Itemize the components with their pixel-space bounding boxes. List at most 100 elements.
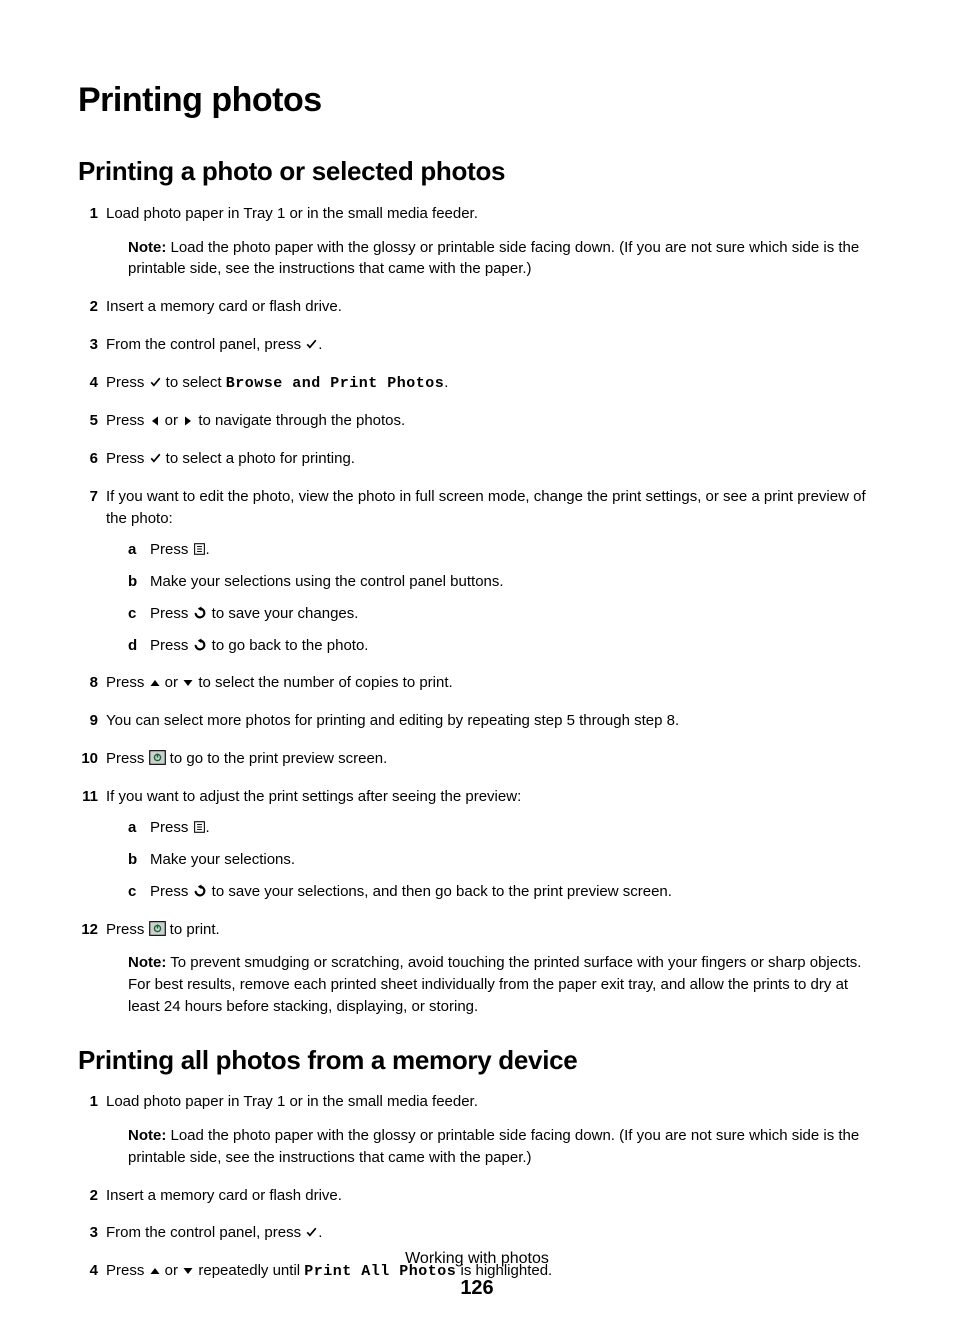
note-text: To prevent smudging or scratching, avoid… — [128, 954, 861, 1015]
substep-c: c Press to save your changes. — [128, 603, 876, 625]
step-text-pre: Press — [106, 674, 149, 691]
step-text: If you want to edit the photo, view the … — [106, 488, 866, 527]
substep-pre: Press — [150, 883, 193, 900]
menu-icon — [193, 820, 206, 834]
substep-pre: Press — [150, 637, 193, 654]
step-num: 10 — [78, 748, 106, 770]
up-arrow-icon — [149, 677, 161, 689]
step-1: 1 Load photo paper in Tray 1 or in the s… — [78, 203, 876, 280]
substep-post: to go back to the photo. — [208, 637, 369, 654]
substep-text: Make your selections using the control p… — [150, 573, 504, 590]
note-label: Note: — [128, 954, 166, 971]
step-text: Insert a memory card or flash drive. — [106, 1187, 342, 1204]
step-text-pre: From the control panel, press — [106, 1224, 305, 1241]
step-text-pre: Press — [106, 374, 149, 391]
step-text-post: to select a photo for printing. — [162, 450, 355, 467]
substep-letter: b — [128, 849, 150, 871]
substep-post: . — [206, 819, 210, 836]
substep-b: b Make your selections. — [128, 849, 876, 871]
step-12: 12 Press to print. Note: To prevent smud… — [78, 919, 876, 1018]
step-text: You can select more photos for printing … — [106, 712, 679, 729]
step-text-post: to print. — [166, 921, 220, 938]
step-7: 7 If you want to edit the photo, view th… — [78, 486, 876, 657]
step-text-mid: to select — [162, 374, 226, 391]
step-num: 7 — [78, 486, 106, 657]
substep-post: to save your selections, and then go bac… — [208, 883, 672, 900]
check-icon — [305, 338, 318, 351]
section2-title: Printing all photos from a memory device — [78, 1042, 876, 1080]
step-text-post: . — [444, 374, 448, 391]
footer-chapter: Working with photos — [0, 1247, 954, 1270]
s2-step-3: 3 From the control panel, press . — [78, 1222, 876, 1244]
step-num: 9 — [78, 710, 106, 732]
step-6: 6 Press to select a photo for printing. — [78, 448, 876, 470]
substep-text: Make your selections. — [150, 851, 295, 868]
step-text-post: to go to the print preview screen. — [166, 750, 388, 767]
check-icon — [305, 1226, 318, 1239]
note-label: Note: — [128, 239, 166, 256]
back-icon — [193, 638, 208, 652]
step-text: Insert a memory card or flash drive. — [106, 298, 342, 315]
step-3: 3 From the control panel, press . — [78, 334, 876, 356]
note: Note: Load the photo paper with the glos… — [128, 1125, 876, 1169]
check-icon — [149, 376, 162, 389]
step-text: Load photo paper in Tray 1 or in the sma… — [106, 1093, 478, 1110]
substep-letter: a — [128, 817, 150, 839]
step-text-pre: From the control panel, press — [106, 336, 305, 353]
substep-a: a Press . — [128, 539, 876, 561]
step-num: 3 — [78, 1222, 106, 1244]
step-text-pre: Press — [106, 412, 149, 429]
substep-post: . — [206, 541, 210, 558]
s2-step-1: 1 Load photo paper in Tray 1 or in the s… — [78, 1091, 876, 1168]
step-text-pre: Press — [106, 921, 149, 938]
back-icon — [193, 606, 208, 620]
step-text-post: . — [318, 1224, 322, 1241]
step-10: 10 Press to go to the print preview scre… — [78, 748, 876, 770]
substep-pre: Press — [150, 605, 193, 622]
footer-page-number: 126 — [0, 1274, 954, 1303]
substep-letter: c — [128, 881, 150, 903]
step-num: 2 — [78, 1185, 106, 1207]
substep-d: d Press to go back to the photo. — [128, 635, 876, 657]
step-num: 5 — [78, 410, 106, 432]
step-num: 8 — [78, 672, 106, 694]
note-text: Load the photo paper with the glossy or … — [128, 239, 859, 278]
step-text-post: to select the number of copies to print. — [194, 674, 452, 691]
substep-letter: a — [128, 539, 150, 561]
step-4: 4 Press to select Browse and Print Photo… — [78, 372, 876, 395]
step-2: 2 Insert a memory card or flash drive. — [78, 296, 876, 318]
step-text: If you want to adjust the print settings… — [106, 788, 521, 805]
step-text: Load photo paper in Tray 1 or in the sma… — [106, 205, 478, 222]
step-text-post: to navigate through the photos. — [194, 412, 405, 429]
substep-letter: c — [128, 603, 150, 625]
substep-pre: Press — [150, 541, 193, 558]
s2-step-2: 2 Insert a memory card or flash drive. — [78, 1185, 876, 1207]
note: Note: Load the photo paper with the glos… — [128, 237, 876, 281]
substep-c: c Press to save your selections, and the… — [128, 881, 876, 903]
step-5: 5 Press or to navigate through the photo… — [78, 410, 876, 432]
step-num: 12 — [78, 919, 106, 1018]
step-num: 3 — [78, 334, 106, 356]
start-button-icon — [149, 921, 166, 936]
step-text-or: or — [161, 674, 183, 691]
page-footer: Working with photos 126 — [0, 1247, 954, 1303]
note: Note: To prevent smudging or scratching,… — [128, 952, 876, 1017]
substep-letter: d — [128, 635, 150, 657]
substep-pre: Press — [150, 819, 193, 836]
step-text-post: . — [318, 336, 322, 353]
step-11: 11 If you want to adjust the print setti… — [78, 786, 876, 903]
menu-option: Browse and Print Photos — [226, 375, 445, 392]
step-text-pre: Press — [106, 750, 149, 767]
right-arrow-icon — [182, 415, 194, 427]
section1-title: Printing a photo or selected photos — [78, 153, 876, 191]
step-num: 2 — [78, 296, 106, 318]
page-title: Printing photos — [78, 76, 876, 125]
step-num: 6 — [78, 448, 106, 470]
step-8: 8 Press or to select the number of copie… — [78, 672, 876, 694]
substep-a: a Press . — [128, 817, 876, 839]
menu-icon — [193, 542, 206, 556]
step-9: 9 You can select more photos for printin… — [78, 710, 876, 732]
down-arrow-icon — [182, 677, 194, 689]
step-num: 1 — [78, 203, 106, 280]
note-text: Load the photo paper with the glossy or … — [128, 1127, 859, 1166]
